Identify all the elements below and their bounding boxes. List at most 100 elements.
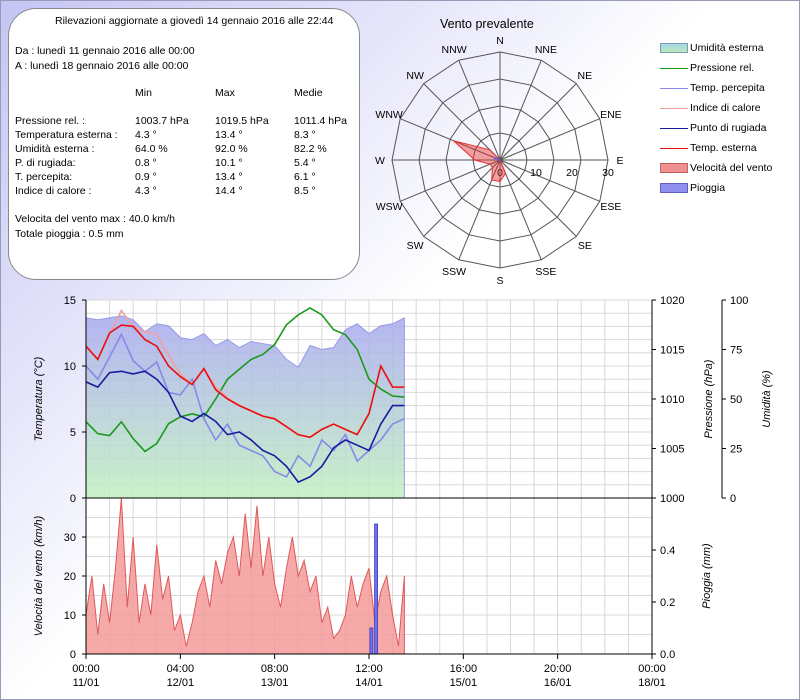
x-tick-time: 12:00 (355, 663, 383, 675)
legend-item: Pioggia (660, 180, 800, 200)
stat-min: 4.3 ° (135, 185, 157, 197)
x-tick-time: 04:00 (167, 663, 195, 675)
stat-label: Temperatura esterna : (15, 129, 118, 141)
rose-direction-label: W (375, 155, 385, 167)
rose-series-area (453, 140, 507, 183)
rose-radial-tick: 20 (566, 167, 578, 179)
col-max: Max (215, 87, 235, 99)
rose-direction-label: ENE (600, 109, 622, 121)
rose-radial-tick: 30 (602, 167, 614, 179)
wind-rose: N NNE NE ENE E ESE SE SSE S SSW SW WSW W WNW NW NNW 0 10 2… (375, 35, 623, 287)
pressure-tick-label: 1000 (660, 493, 684, 505)
col-avg: Medie (294, 87, 323, 99)
rose-spoke (400, 159, 501, 202)
series-line (85, 370, 405, 484)
series-line (85, 306, 405, 453)
wind-speed-area (85, 497, 405, 655)
pressure-tick-label: 1015 (660, 345, 684, 357)
y-axis-title: Temperatura (°C) (33, 356, 45, 441)
y-tick-label: 15 (64, 295, 76, 307)
stat-avg: 6.1 ° (294, 171, 316, 183)
x-tick-time: 08:00 (261, 663, 289, 675)
pressure-axis-title: Pressione (hPa) (703, 359, 715, 438)
stat-min: 4.3 ° (135, 129, 157, 141)
legend-label: Temp. percepita (690, 82, 765, 94)
rain-total: Totale pioggia : 0.5 mm (15, 228, 124, 240)
stat-min: 64.0 % (135, 143, 168, 155)
stat-label: Umidità esterna : (15, 143, 95, 155)
legend-item: Velocità del vento (660, 160, 800, 180)
stat-label: Indice di calore : (15, 185, 92, 197)
rain-tick-label: 0.2 (660, 597, 675, 609)
col-min: Min (135, 87, 152, 99)
rose-spoke (499, 159, 600, 202)
legend-label: Indice di calore (690, 102, 761, 114)
legend-label: Pressione rel. (690, 62, 755, 74)
legend-item: Indice di calore (660, 100, 800, 120)
legend-item: Temp. percepita (660, 80, 800, 100)
legend-swatch (660, 68, 688, 69)
rose-spoke (499, 83, 577, 161)
rain-bar (369, 627, 374, 655)
stat-label: Pressione rel. : (15, 115, 86, 127)
rain-bar (374, 523, 378, 655)
stat-label: T. percepita: (15, 171, 73, 183)
legend-swatch (660, 88, 688, 89)
rose-spoke (423, 159, 501, 237)
rose-direction-label: SW (407, 240, 424, 252)
legend-item: Punto di rugiada (660, 120, 800, 140)
wind-tick-label: 20 (64, 571, 76, 583)
rose-direction-label: S (496, 275, 503, 287)
x-tick-date: 15/01 (450, 677, 478, 689)
rose-direction-label: NNW (442, 44, 467, 56)
legend-swatch (660, 183, 688, 193)
stat-avg: 8.5 ° (294, 185, 316, 197)
rose-direction-label: E (616, 155, 623, 167)
stat-avg: 82.2 % (294, 143, 327, 155)
legend-swatch (660, 148, 688, 149)
humidity-tick-label: 75 (730, 345, 742, 357)
wind-rose-title: Vento prevalente (440, 17, 534, 31)
stat-min: 0.8 ° (135, 157, 157, 169)
humidity-tick-label: 25 (730, 444, 742, 456)
rose-direction-label: NNE (535, 44, 557, 56)
legend-item: Pressione rel. (660, 60, 800, 80)
y-tick-label: 10 (64, 361, 76, 373)
stat-max: 13.4 ° (215, 129, 243, 141)
x-tick-date: 12/01 (167, 677, 195, 689)
y-tick-label: 5 (70, 427, 76, 439)
legend: Umidità esterna Pressione rel. Temp. per… (660, 40, 800, 200)
legend-swatch (660, 128, 688, 129)
stat-min: 0.9 ° (135, 171, 157, 183)
stat-max: 14.4 ° (215, 185, 243, 197)
wind-max: Velocita del vento max : 40.0 km/h (15, 213, 175, 225)
rose-direction-label: SE (578, 240, 592, 252)
humidity-tick-label: 50 (730, 394, 742, 406)
x-tick-date: 16/01 (544, 677, 572, 689)
rose-direction-label: SSE (535, 266, 556, 278)
x-tick-date: 14/01 (355, 677, 383, 689)
rain-tick-label: 0.4 (660, 545, 675, 557)
rose-spoke (458, 159, 501, 260)
x-tick-date: 18/01 (638, 677, 666, 689)
humidity-tick-label: 0 (730, 493, 736, 505)
summary-heading: Rilevazioni aggiornate a giovedì 14 genn… (55, 15, 334, 27)
wind-axis-title: Velocità del vento (km/h) (33, 515, 45, 636)
pressure-tick-label: 1010 (660, 394, 684, 406)
rose-spoke (499, 159, 542, 260)
rose-direction-label: N (496, 35, 504, 47)
stat-min: 1003.7 hPa (135, 115, 189, 127)
stat-max: 13.4 ° (215, 171, 243, 183)
rose-spoke (458, 60, 501, 161)
stat-avg: 5.4 ° (294, 157, 316, 169)
rose-direction-label: NE (578, 70, 593, 82)
rose-spoke (499, 118, 600, 161)
date-to: A : lunedì 18 gennaio 2016 alle 00:00 (15, 60, 189, 72)
x-tick-date: 11/01 (73, 677, 100, 689)
wind-tick-label: 0 (70, 649, 76, 661)
x-tick-time: 16:00 (450, 663, 478, 675)
series-line (85, 324, 405, 439)
rose-series-area (493, 156, 501, 161)
rain-axis-title: Pioggia (mm) (701, 543, 713, 609)
y-tick-label: 0 (70, 493, 76, 505)
